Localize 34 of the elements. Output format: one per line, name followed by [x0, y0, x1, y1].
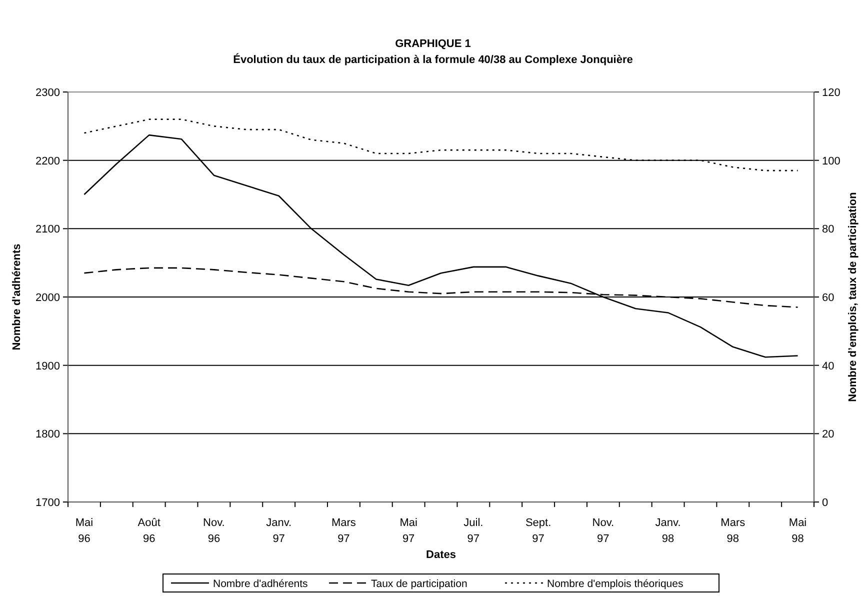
y-tick-label: 2000	[36, 292, 60, 304]
x-tick-label: Nov. 96	[203, 517, 225, 545]
x-tick-label: Mars 98	[720, 517, 746, 545]
chart-subtitle: Évolution du taux de participation à la formule 40/38 au Complexe Jonquière	[233, 53, 633, 66]
x-tick-label: Janv. 98	[655, 517, 681, 545]
y2-axis-title: Nombre d’emplois, taux de participation	[847, 192, 859, 402]
x-tick-label: Mars 97	[331, 517, 356, 545]
legend-label: Nombre d'adhérents	[213, 578, 308, 590]
y2-tick-label: 0	[822, 497, 828, 509]
y-tick-label: 2300	[36, 87, 60, 99]
y-tick-label: 2100	[36, 224, 60, 236]
x-tick-label: Sept. 97	[525, 517, 552, 545]
y2-tick-label: 120	[822, 87, 840, 99]
x-tick-label: Août 96	[138, 517, 160, 545]
x-tick-label: Juil. 97	[464, 517, 484, 545]
x-tick-label: Mai 97	[400, 517, 418, 545]
y-tick-label: 2200	[36, 155, 60, 168]
x-tick-label: Mai 96	[75, 517, 94, 545]
y-tick-label: 1900	[36, 360, 60, 372]
legend-label: Taux de participation	[371, 578, 468, 590]
x-axis-title: Dates	[426, 549, 456, 561]
y-tick-label: 1800	[36, 428, 60, 441]
x-tick-label: Mai 98	[788, 517, 807, 545]
y-axis-title: Nombre d'adhérents	[11, 244, 23, 350]
x-tick-label: Janv. 97	[266, 517, 292, 545]
y2-tick-label: 80	[822, 224, 834, 236]
x-tick-label: Nov. 97	[592, 517, 614, 545]
y2-tick-label: 40	[822, 360, 834, 372]
y2-tick-label: 20	[822, 428, 834, 441]
chart-title: GRAPHIQUE 1	[395, 38, 471, 50]
legend-label: Nombre d'emplois théoriques	[547, 578, 684, 590]
y2-tick-label: 100	[822, 155, 840, 168]
y-tick-label: 1700	[36, 497, 60, 509]
y2-tick-label: 60	[822, 292, 834, 304]
